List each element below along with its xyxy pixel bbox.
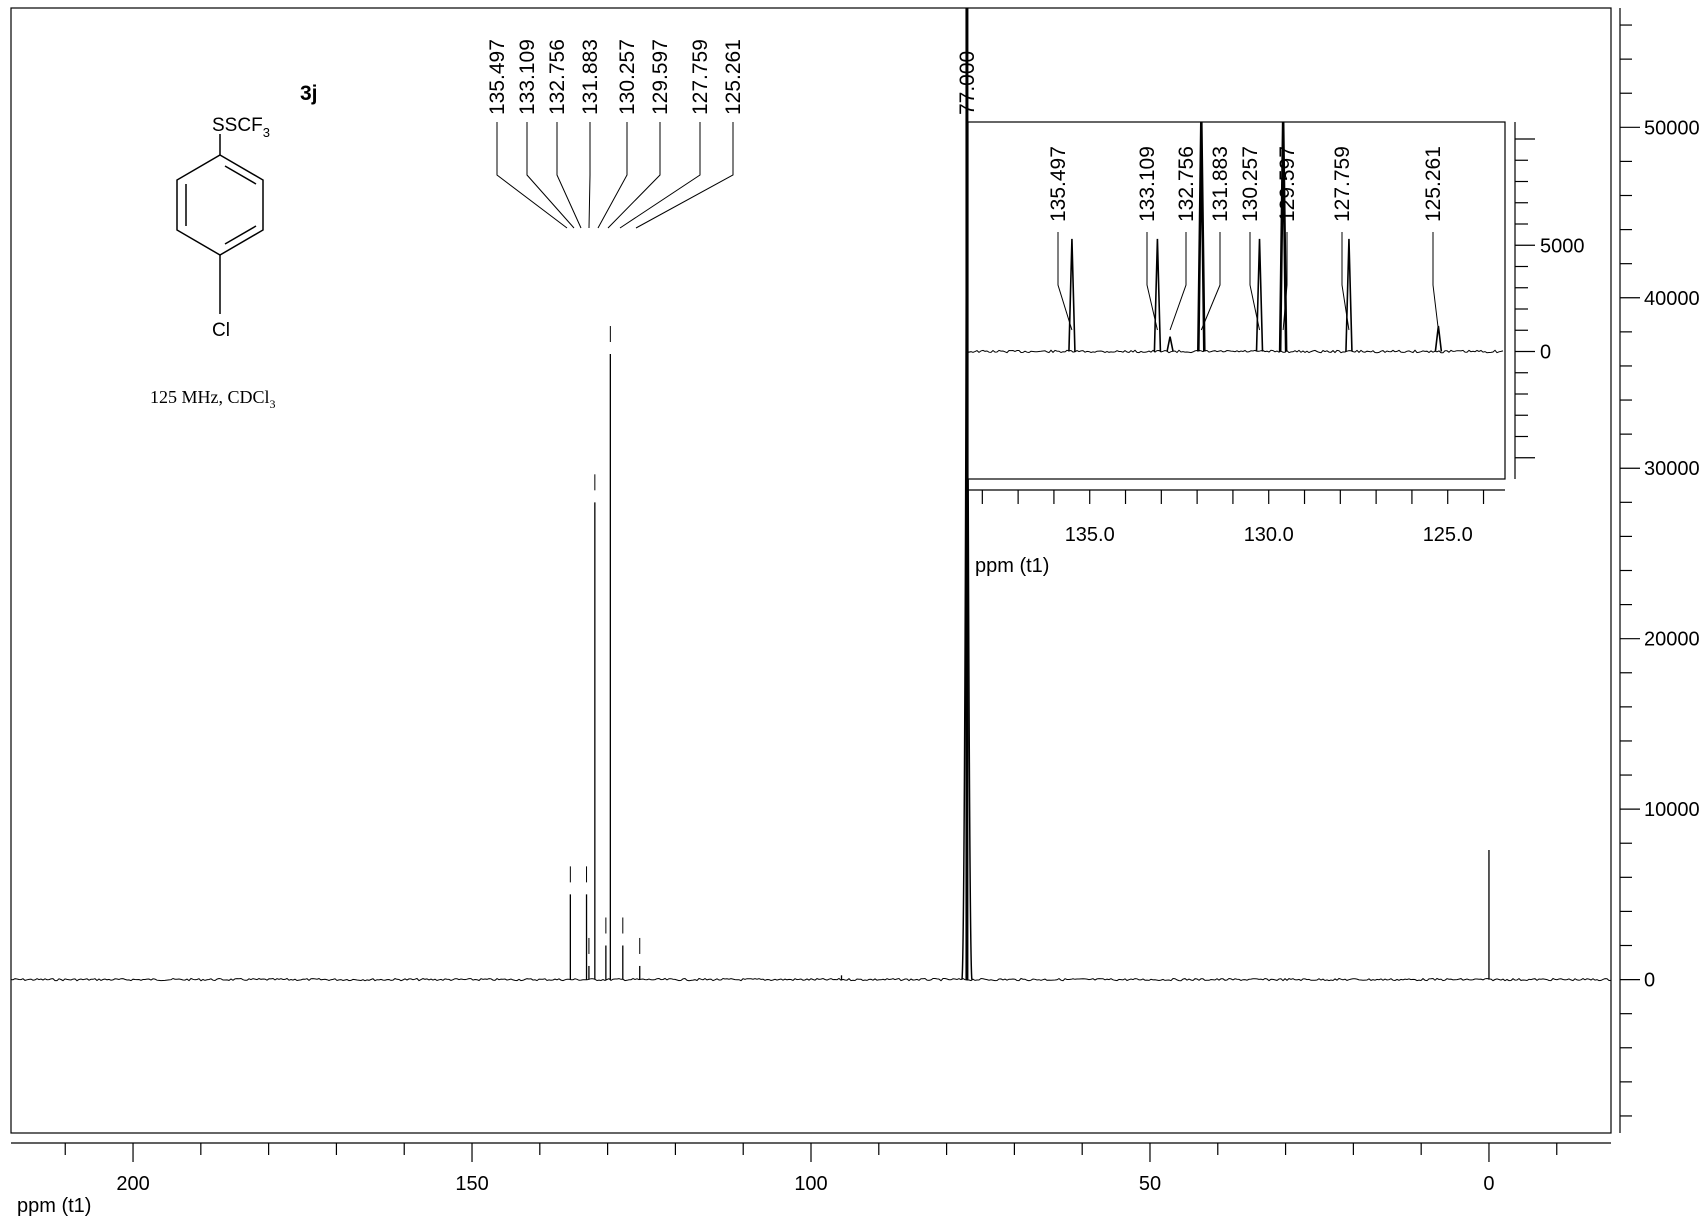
main-spectrum-trace xyxy=(10,7,1612,982)
inset-peak xyxy=(1153,238,1162,352)
main-plot-frame xyxy=(10,7,1612,1134)
inset-peak-label-leader xyxy=(1200,232,1221,331)
y-tick-label: 0 xyxy=(1644,970,1655,992)
peak-label: 135.497 xyxy=(486,39,509,115)
inset-peak-labels: 135.497 133.109 132.756 131.883 130.257 129.5… xyxy=(1047,146,1445,331)
inset-peak-label: 129.597 xyxy=(1276,146,1299,222)
inset-peak-label-leader xyxy=(1169,232,1187,331)
inset-x-tick-label: 135.0 xyxy=(1065,524,1115,546)
inset-peak-label: 125.261 xyxy=(1422,146,1445,222)
y-tick-label: 30000 xyxy=(1644,458,1700,480)
inset-peak-label: 132.756 xyxy=(1175,146,1198,222)
inset-peak-label: 131.883 xyxy=(1209,146,1232,222)
x-tick-label: 150 xyxy=(455,1173,488,1195)
baseline-noise xyxy=(10,977,1612,982)
x-tick-label: 50 xyxy=(1139,1173,1161,1195)
x-tick-label: 0 xyxy=(1483,1173,1494,1195)
main-x-axis-title: ppm (t1) xyxy=(17,1195,91,1217)
inset-x-tick-label: 125.0 xyxy=(1423,524,1473,546)
peak-label: 129.597 xyxy=(649,39,672,115)
inset-x-axis: 135.0 130.0 125.0 xyxy=(981,490,1485,546)
ring-double-bond xyxy=(224,165,257,185)
y-tick-label: 10000 xyxy=(1644,799,1700,821)
solvent-peak-shape xyxy=(961,7,973,980)
inset-plot-frame xyxy=(967,121,1506,480)
inset-y-tick-label: 0 xyxy=(1540,342,1551,364)
y-tick-label: 20000 xyxy=(1644,629,1700,651)
benzene-ring xyxy=(176,154,264,256)
inset-peak-label: 130.257 xyxy=(1239,146,1262,222)
main-peak-labels: 135.497 133.109 132.756 131.883 130.257 129.5… xyxy=(486,39,979,229)
main-y-axis: 0 10000 20000 30000 40000 50000 xyxy=(1620,24,1700,1117)
substituent-sscf3: SSCF3 xyxy=(212,115,270,140)
inset-x-tick-label: 130.0 xyxy=(1244,524,1294,546)
inset-peak xyxy=(1166,336,1174,352)
peak-label-leader xyxy=(496,122,568,229)
peak-label-leader xyxy=(619,122,701,229)
inset-peak-label: 135.497 xyxy=(1047,146,1070,222)
peak-label: 133.109 xyxy=(516,39,539,115)
inset-baseline-noise xyxy=(968,349,1504,354)
substituent-chlorine: Cl xyxy=(212,320,230,341)
x-tick-label: 200 xyxy=(116,1173,149,1195)
solvent-peak-label: 77.000 xyxy=(956,51,979,115)
inset-peak-label-leader xyxy=(1432,232,1439,331)
peak-label-leader xyxy=(635,122,734,229)
inset-peak xyxy=(1068,238,1076,352)
inset-peak xyxy=(1255,238,1264,352)
compound-label: 3j xyxy=(300,82,318,105)
peak-label: 131.883 xyxy=(579,39,602,115)
main-x-axis: 200 150 100 50 0 xyxy=(64,1143,1558,1195)
measurement-conditions: 125 MHz, CDCl3 xyxy=(150,387,276,411)
inset-peak-label-leader xyxy=(1057,232,1073,331)
inset-peak-label: 133.109 xyxy=(1136,146,1159,222)
peak-label: 132.756 xyxy=(546,39,569,115)
y-tick-label: 50000 xyxy=(1644,117,1700,139)
peak-label-leader xyxy=(597,122,628,229)
chemical-structure xyxy=(176,134,264,314)
peak-label-leader xyxy=(526,122,575,229)
y-tick-label: 40000 xyxy=(1644,288,1700,310)
peak-label-leader xyxy=(588,122,591,229)
peak-label: 125.261 xyxy=(722,39,745,115)
inset-peak-label-leader xyxy=(1249,232,1261,331)
inset-peak-label-leader xyxy=(1146,232,1158,331)
x-tick-label: 100 xyxy=(794,1173,827,1195)
peak-label-leader xyxy=(607,122,661,229)
ring-double-bond xyxy=(224,225,257,245)
inset-x-axis-title: ppm (t1) xyxy=(975,555,1049,577)
inset-peak xyxy=(1278,121,1288,352)
inset-y-axis: 0 5000 xyxy=(1515,138,1585,459)
peak-label-leader xyxy=(556,122,582,229)
inset-peak xyxy=(1197,121,1206,352)
peak-label: 127.759 xyxy=(689,39,712,115)
inset-peak-label: 127.759 xyxy=(1331,146,1354,222)
inset-peak-label-leader xyxy=(1282,232,1288,331)
inset-peak-label-leader xyxy=(1341,232,1350,331)
peak-label: 130.257 xyxy=(616,39,639,115)
inset-y-tick-label: 5000 xyxy=(1540,235,1585,257)
